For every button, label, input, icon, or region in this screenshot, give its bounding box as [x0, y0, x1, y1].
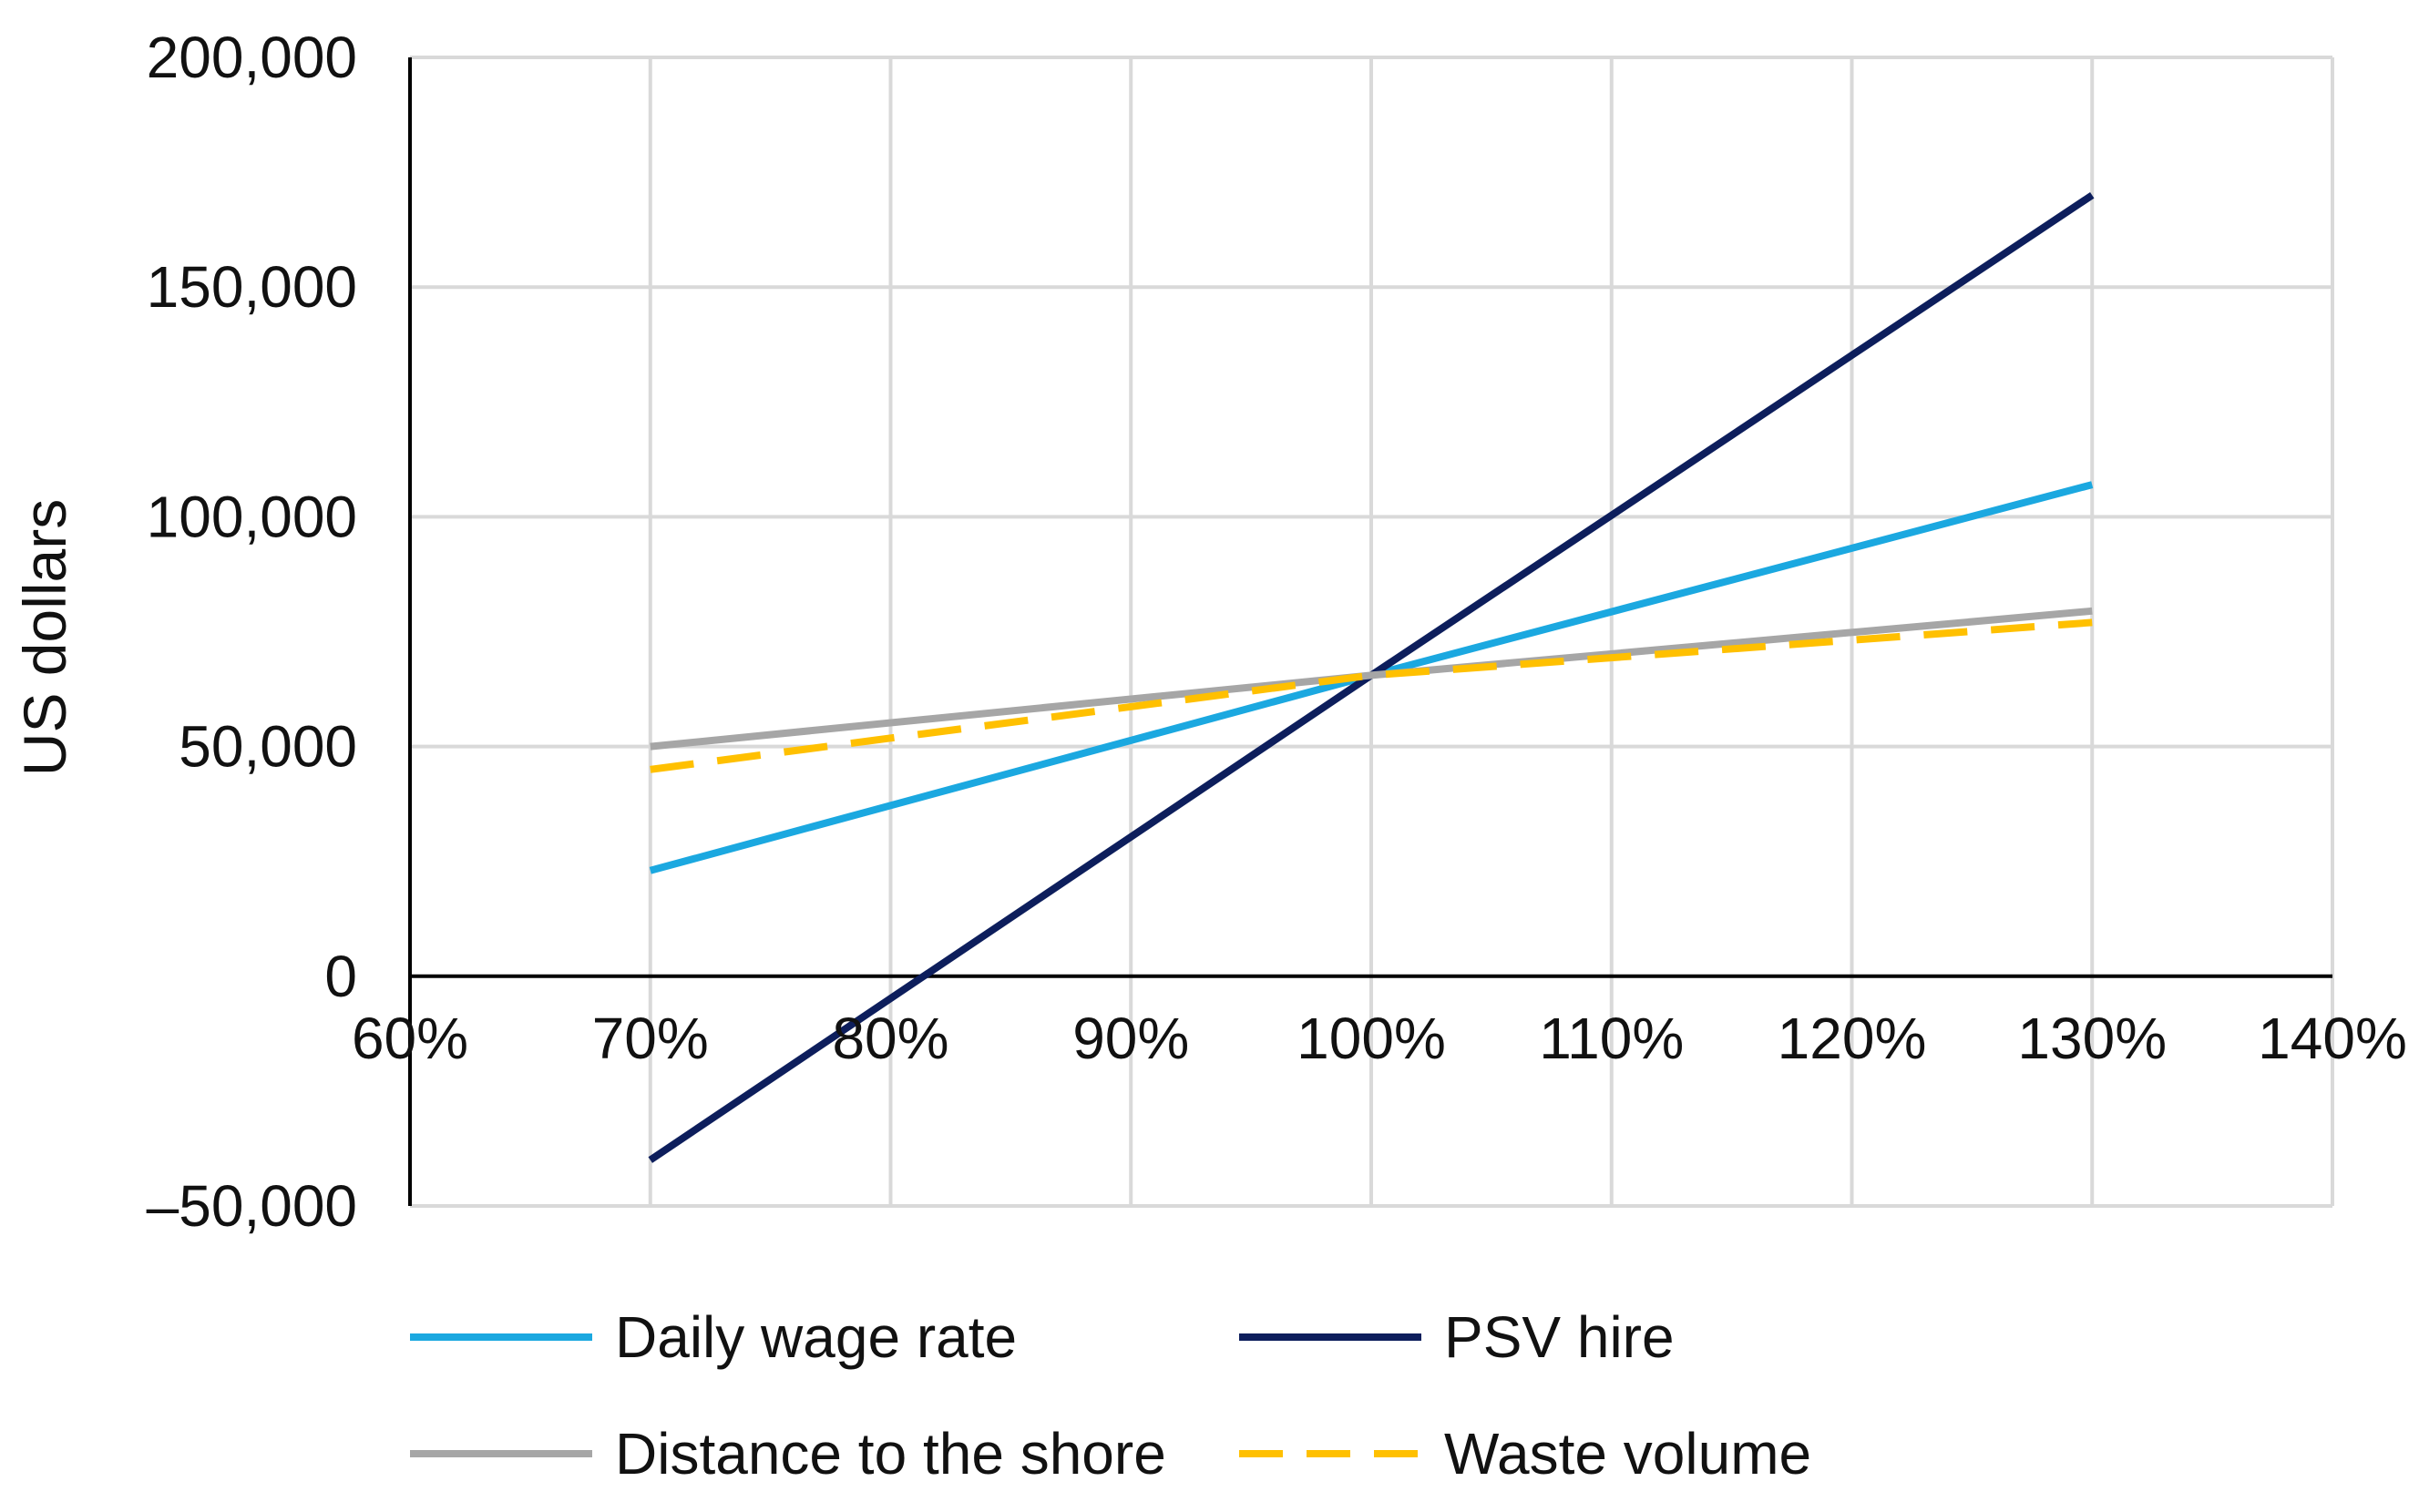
legend: Daily wage rate PSV hire Distance to the s… [410, 1304, 1811, 1486]
legend-label: Distance to the shore [615, 1421, 1166, 1486]
legend-label: Waste volume [1444, 1421, 1811, 1486]
y-tick-label: 150,000 [147, 254, 357, 320]
y-tick-label: 200,000 [147, 25, 357, 90]
y-tick-labels: 200,000 150,000 100,000 50,000 0 –50,000 [147, 25, 357, 1239]
x-tick-label: 120% [1778, 1006, 1927, 1071]
y-axis-title: US dollars [11, 499, 78, 776]
x-tick-label: 90% [1072, 1006, 1189, 1071]
x-tick-label: 80% [832, 1006, 948, 1071]
y-tick-label: 0 [324, 944, 357, 1009]
x-tick-label: 60% [352, 1006, 468, 1071]
x-tick-label: 130% [2017, 1006, 2167, 1071]
y-tick-label: 50,000 [179, 714, 357, 780]
series-lines [648, 191, 2095, 1163]
legend-label: PSV hire [1444, 1304, 1675, 1370]
series-line [650, 618, 2093, 773]
axes [408, 57, 2332, 1206]
y-tick-label: 100,000 [147, 484, 357, 549]
x-tick-label: 100% [1297, 1006, 1446, 1071]
series-line [650, 607, 2093, 751]
x-tick-label: 140% [2258, 1006, 2407, 1071]
x-tick-label: 110% [1539, 1006, 1684, 1071]
legend-label: Daily wage rate [615, 1304, 1017, 1370]
x-tick-labels: 60% 70% 80% 90% 100% 110% 120% 130% 140% [352, 1006, 2407, 1071]
y-tick-label: –50,000 [147, 1173, 357, 1239]
x-tick-label: 70% [592, 1006, 709, 1071]
